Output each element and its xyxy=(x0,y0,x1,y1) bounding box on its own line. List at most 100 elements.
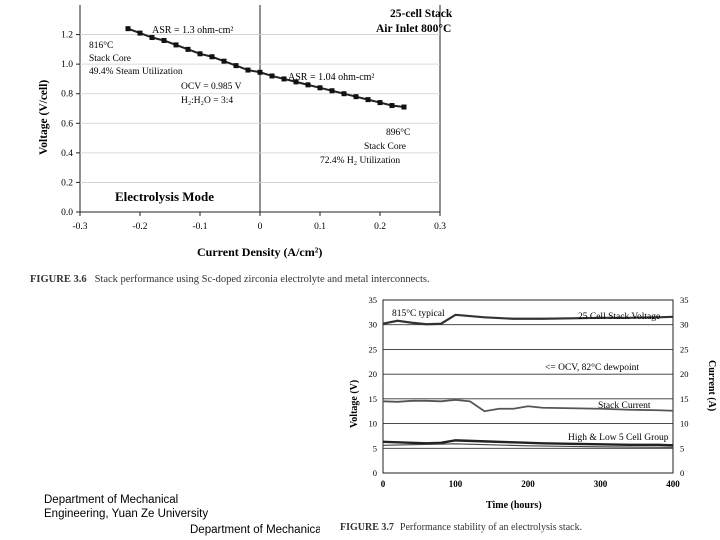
stack-voltage-point xyxy=(293,79,299,85)
stack-voltage-point xyxy=(161,37,167,43)
chart1-x-tick-label: 0.3 xyxy=(434,222,446,232)
chart2-y-axis-label: Voltage (V) xyxy=(349,380,360,428)
chart1-y-tick-label: 0.4 xyxy=(61,149,73,159)
stack-voltage-point xyxy=(125,26,131,32)
chart2-y-tick-label: 5 xyxy=(373,443,377,453)
chart2-x-tick-label: 300 xyxy=(594,479,608,489)
stack-voltage-point xyxy=(233,63,239,69)
chart1-y-tick-label: 0.2 xyxy=(61,178,73,188)
ocv-dewpoint-label: <= OCV, 82°C dewpoint xyxy=(545,362,639,373)
chart2-y2-tick-label: 10 xyxy=(680,419,689,429)
stack-voltage-point xyxy=(173,42,179,48)
chart1-subtitle: Air Inlet 800°C xyxy=(376,23,451,35)
chart2-frame xyxy=(382,299,674,474)
temp-typical-label: 815°C typical xyxy=(392,308,445,319)
stack-voltage-point xyxy=(305,82,311,88)
chart2-y2-axis-label: Current (A) xyxy=(706,360,717,411)
stack-voltage-point xyxy=(221,58,227,64)
chart2-y2-tick-label: 35 xyxy=(680,295,689,305)
chart1-gridlines xyxy=(80,34,440,183)
chart2-x-tick-labels: 0 100 200 300 400 xyxy=(381,479,681,489)
h2-utilization-label: 72.4% H₂ Utilization xyxy=(320,156,400,166)
chart2-y-tick-label: 0 xyxy=(373,468,377,478)
stack-voltage-point xyxy=(185,46,191,52)
chart1-x-axis-label: Current Density (A/cm²) xyxy=(197,245,322,259)
high-low-5-cell-group-line xyxy=(382,439,674,447)
chart2-y-tick-label: 25 xyxy=(369,344,378,354)
stack-voltage-label: 25 Cell Stack Voltage xyxy=(578,312,660,322)
footer-department-middle: Department of Mechanical Engineering, Yu… xyxy=(190,524,320,536)
figure-3-6-label: FIGURE 3.6 xyxy=(30,274,87,285)
stack-voltage-point xyxy=(341,91,347,97)
chart1-x-tick-label: -0.3 xyxy=(72,222,87,232)
25-cell-stack-voltage-line xyxy=(382,313,674,326)
chart1-x-tick-labels: -0.3 -0.2 -0.1 0 0.1 0.2 0.3 xyxy=(72,212,446,232)
steam-utilization-label: 49.4% Steam Utilization xyxy=(89,67,183,77)
figure-3-7-caption: FIGURE 3.7 Performance stability of an el… xyxy=(340,522,582,533)
stack-voltage-point xyxy=(365,97,371,103)
chart1-y-tick-label: 1.2 xyxy=(61,31,73,41)
chart2-y-tick-label: 35 xyxy=(369,295,378,305)
stability-chart: 0 100 200 300 400 0 5 10 15 20 25 30 35 0 5 10 15 20 25 3… xyxy=(349,295,717,511)
asr-fuel-cell-label: ASR = 1.04 ohm-cm² xyxy=(288,72,374,83)
stack-voltage-point xyxy=(197,51,203,57)
stack-current-label: Stack Current xyxy=(598,401,651,411)
chart2-y2-tick-label: 0 xyxy=(680,468,684,478)
stack-voltage-point xyxy=(389,103,395,109)
chart2-y2-tick-label: 20 xyxy=(680,369,689,379)
chart2-y2-tick-label: 30 xyxy=(680,320,689,330)
chart1-x-tick-label: -0.2 xyxy=(132,222,147,232)
electrolysis-mode-label: Electrolysis Mode xyxy=(115,189,214,204)
chart1-y-axis-label: Voltage (V/cell) xyxy=(38,80,50,155)
chart2-series xyxy=(382,313,674,448)
stack-current-line xyxy=(382,398,674,413)
ocv-label: OCV = 0.985 V xyxy=(181,82,242,92)
figure-3-6-text: Stack performance using Sc-doped zirconi… xyxy=(94,274,430,285)
stack-voltage-point xyxy=(317,85,323,91)
chart2-y2-tick-label: 5 xyxy=(680,443,684,453)
chart2-x-tick-label: 200 xyxy=(521,479,535,489)
low-5-cell-group-line xyxy=(382,443,674,448)
chart2-border xyxy=(382,299,674,474)
footer-department-left: Department of Mechanical Engineering, Yu… xyxy=(44,494,209,520)
chart1-y-tick-label: 0.0 xyxy=(61,208,73,218)
chart2-y2-tick-label: 25 xyxy=(680,344,689,354)
chart2-x-tick-label: 400 xyxy=(666,479,680,489)
stack-voltage-point xyxy=(329,88,335,94)
chart1-y-tick-label: 0.8 xyxy=(61,90,73,100)
chart2-y-tick-label: 10 xyxy=(369,419,378,429)
chart2-y-tick-label: 30 xyxy=(369,320,378,330)
chart2-y-tick-label: 15 xyxy=(369,394,378,404)
chart1-x-tick-label: 0 xyxy=(258,222,263,232)
chart1-y-tick-label: 0.6 xyxy=(61,119,73,129)
chart2-x-tick-label: 100 xyxy=(449,479,463,489)
chart2-x-tick-label: 0 xyxy=(381,479,386,489)
stack-voltage-point xyxy=(401,104,407,110)
chart2-y-tick-label: 20 xyxy=(369,369,378,379)
stack-voltage-point xyxy=(377,100,383,106)
right-core-label: Stack Core xyxy=(364,142,406,152)
stack-voltage-point xyxy=(269,73,275,79)
stack-voltage-point xyxy=(209,54,215,60)
chart1-x-tick-label: 0.1 xyxy=(314,222,326,232)
right-temp-label: 896°C xyxy=(386,127,410,138)
chart1-series xyxy=(125,26,407,110)
chart2-y2-tick-label: 15 xyxy=(680,394,689,404)
stack-voltage-point xyxy=(353,94,359,100)
chart2-y2-tick-labels: 0 5 10 15 20 25 30 35 xyxy=(680,295,689,478)
chart1-x-tick-label: -0.1 xyxy=(192,222,207,232)
cell-group-label: High & Low 5 Cell Group xyxy=(568,433,669,443)
chart1-x-tick-label: 0.2 xyxy=(374,222,386,232)
stack-voltage-point xyxy=(257,69,263,75)
h2-h2o-ratio-label: H₂:H₂O = 3:4 xyxy=(181,96,233,106)
figure-3-6-caption: FIGURE 3.6 Stack performance using Sc-dop… xyxy=(30,274,450,286)
chart2-x-axis-label: Time (hours) xyxy=(486,500,542,511)
stack-voltage-point xyxy=(281,76,287,82)
chart1-frame xyxy=(79,5,441,213)
chart2-gridlines xyxy=(383,324,673,449)
stack-voltage-point xyxy=(149,35,155,41)
figure-3-7-text: Performance stability of an electrolysis… xyxy=(399,522,583,533)
left-core-label: Stack Core xyxy=(89,54,131,64)
chart1-y-tick-labels: 0.0 0.2 0.4 0.6 0.8 1.0 1.2 xyxy=(61,31,80,218)
stack-voltage-point xyxy=(137,30,143,36)
